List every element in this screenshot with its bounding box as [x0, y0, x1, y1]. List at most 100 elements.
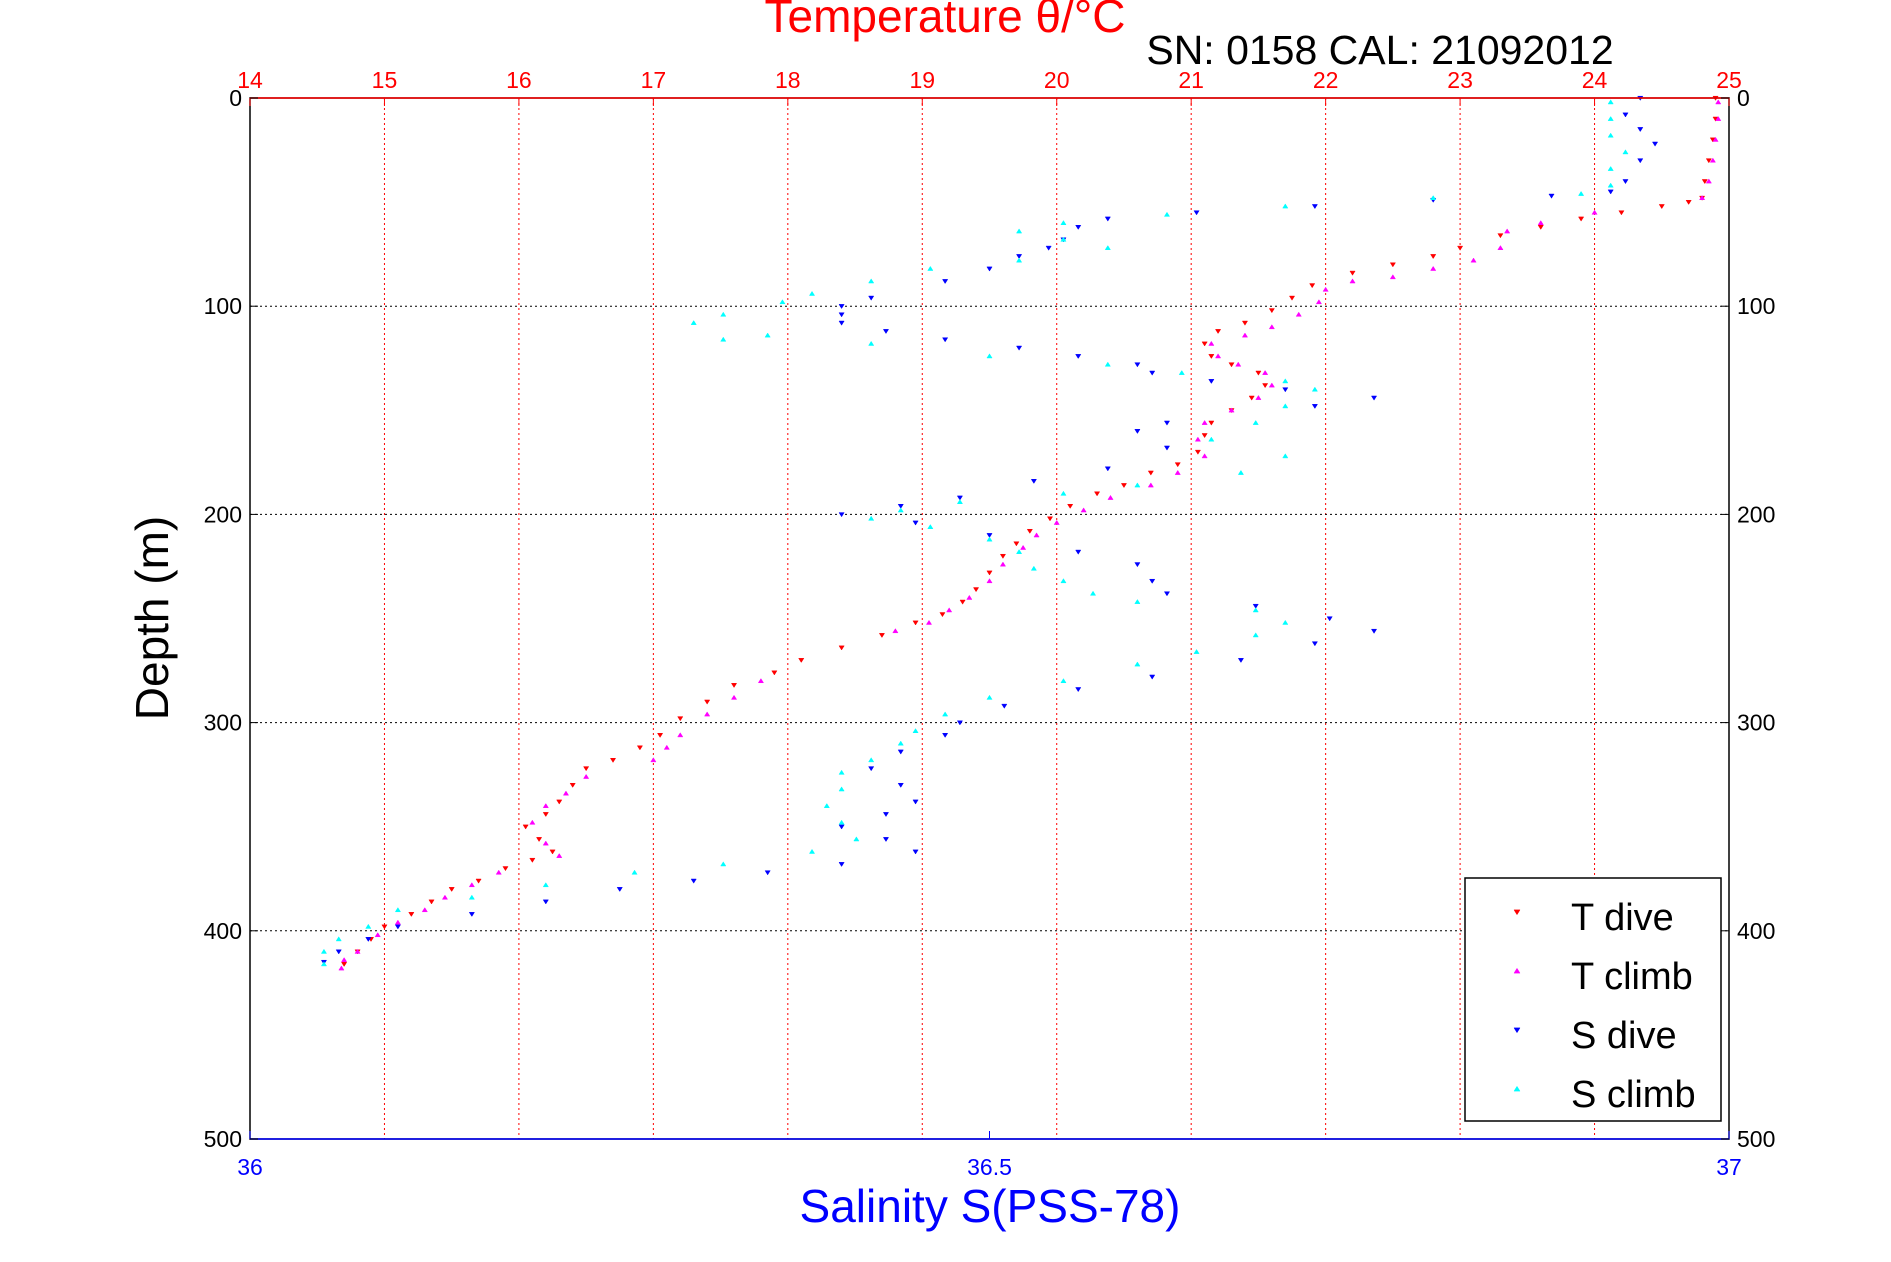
data-point [956, 499, 963, 504]
data-point [882, 837, 890, 843]
data-point [966, 594, 973, 600]
data-point [986, 536, 993, 542]
data-point [1026, 528, 1033, 534]
data-point [986, 578, 993, 584]
data-point [986, 570, 993, 576]
data-point [1107, 494, 1114, 500]
data-point [338, 965, 345, 971]
data-point [529, 819, 536, 825]
data-point [1134, 599, 1141, 604]
data-point [468, 882, 475, 888]
data-point [1215, 329, 1222, 334]
right-tick-label: 100 [1737, 293, 1775, 319]
data-point [1080, 507, 1087, 513]
data-point [1016, 345, 1023, 351]
data-point [1607, 182, 1614, 188]
data-point [986, 266, 993, 272]
data-point [1104, 216, 1111, 222]
data-point [808, 848, 816, 854]
data-point [1262, 383, 1269, 389]
data-point [556, 799, 563, 805]
data-point [320, 948, 328, 954]
data-point [986, 694, 993, 700]
data-series [320, 95, 1722, 971]
series-t-climb [338, 99, 1722, 971]
data-point [468, 912, 475, 917]
data-point [1201, 433, 1208, 439]
data-point [986, 353, 993, 359]
top-tick-label: 20 [1044, 67, 1070, 93]
left-tick-label: 100 [204, 293, 242, 319]
data-point [942, 279, 949, 285]
data-point [374, 932, 381, 938]
data-point [704, 711, 711, 717]
data-point [1228, 407, 1235, 413]
data-point [1134, 362, 1141, 368]
data-point [720, 861, 727, 867]
data-point [394, 919, 401, 925]
data-point [1060, 578, 1067, 584]
data-point [1149, 578, 1156, 584]
top-tick-label: 25 [1716, 67, 1742, 93]
data-point [394, 907, 401, 913]
data-point [942, 733, 949, 738]
data-point [868, 766, 875, 772]
data-point [1295, 311, 1302, 317]
data-point [1013, 541, 1020, 547]
data-point [838, 819, 845, 825]
data-point [1033, 532, 1040, 538]
data-point [1389, 274, 1396, 280]
data-point [1053, 519, 1060, 525]
data-point [1060, 678, 1067, 684]
data-point [942, 711, 949, 717]
data-point [1252, 632, 1259, 638]
data-point [927, 524, 934, 529]
data-point [569, 782, 576, 788]
data-point [1701, 179, 1708, 185]
series-t-dive [341, 95, 1719, 967]
data-point [897, 507, 904, 513]
data-point [1311, 386, 1318, 392]
data-point [365, 923, 372, 929]
legend-marker [1513, 1027, 1521, 1034]
top-tick-label: 17 [641, 67, 667, 93]
data-point [1497, 233, 1504, 239]
data-point [1607, 132, 1614, 138]
data-point [542, 899, 549, 905]
data-point [1060, 490, 1067, 496]
data-point [650, 757, 657, 763]
data-point [868, 340, 875, 346]
data-point [428, 899, 435, 905]
legend-label-t-dive: T dive [1571, 897, 1674, 939]
data-point [1622, 112, 1629, 118]
data-point [1618, 210, 1625, 216]
data-point [1067, 504, 1074, 509]
chart-title: Temperature θ/°C [765, 0, 1126, 42]
data-point [1311, 641, 1318, 647]
data-point [1268, 382, 1275, 388]
data-point [556, 853, 563, 858]
data-point [1248, 395, 1255, 401]
data-point [1016, 549, 1023, 554]
data-point [1607, 99, 1614, 105]
data-point [912, 728, 919, 733]
data-point [441, 894, 449, 900]
legend: T dive T climb S dive S climb [1464, 877, 1722, 1122]
data-point [1370, 395, 1378, 401]
data-point [365, 937, 372, 942]
data-point [999, 561, 1006, 567]
data-point [1030, 565, 1037, 571]
data-point [1241, 320, 1249, 326]
data-point [838, 645, 845, 651]
data-point [878, 633, 885, 638]
left-tick-label: 0 [229, 85, 242, 111]
data-point [838, 320, 845, 326]
bottom-tick-label: 36 [237, 1154, 263, 1180]
legend-marker [1513, 967, 1521, 974]
data-point [1094, 491, 1101, 497]
data-point [690, 878, 697, 884]
top-tick-label: 14 [237, 67, 263, 93]
data-point [562, 790, 570, 796]
data-point [1193, 649, 1200, 654]
legend-marker [1513, 1085, 1521, 1092]
